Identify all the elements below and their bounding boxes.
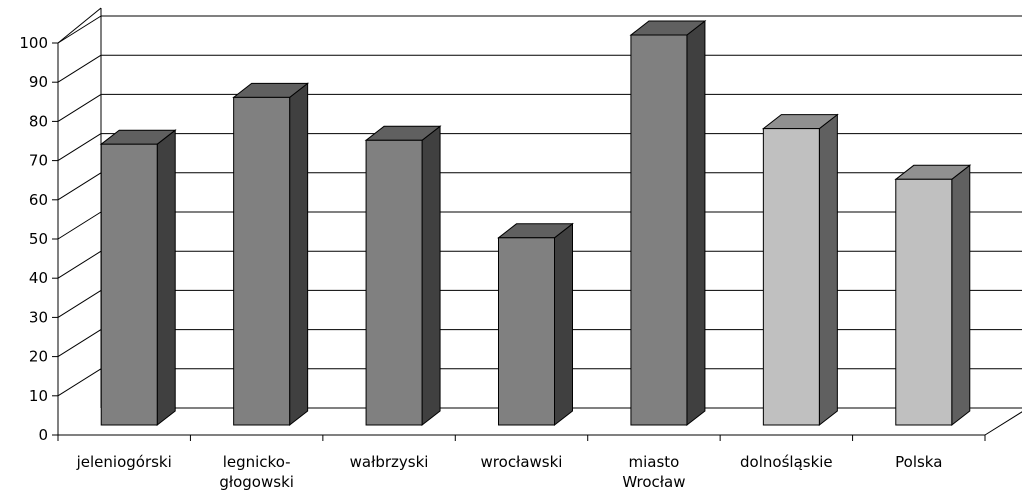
bar-side [818, 113, 838, 427]
category-label: Polska [895, 453, 942, 471]
gridline-diagonal [57, 93, 102, 122]
category-label: legnicko- [223, 453, 291, 471]
bar-front [895, 178, 953, 426]
y-tick-label: 0 [38, 426, 48, 444]
y-tick-label: 50 [29, 230, 48, 248]
bar-front [630, 34, 688, 426]
gridline-diagonal [57, 15, 102, 44]
gridline-diagonal [57, 368, 102, 397]
bar [761, 113, 839, 427]
y-tick-label: 60 [29, 191, 48, 209]
category-labels: jeleniogórski legnicko-głogowski wałbrzysk… [76, 453, 943, 491]
category-label: jeleniogórski [76, 453, 172, 471]
category-label: wrocławski [481, 453, 563, 471]
bar-front [100, 143, 158, 426]
floor-right-edge [984, 411, 1022, 436]
bar-side [951, 164, 971, 427]
y-tick-label: 80 [29, 112, 48, 130]
bar [99, 129, 177, 427]
bar-side [554, 222, 573, 427]
y-tick-label: 20 [29, 348, 48, 366]
y-tick-label: 70 [29, 152, 48, 170]
bars [99, 19, 972, 427]
category-label: Wrocław [622, 473, 685, 491]
bar [629, 19, 707, 427]
gridline-diagonal [57, 172, 102, 201]
bar-front [762, 128, 820, 426]
y-tick-label: 90 [29, 73, 48, 91]
bar [364, 125, 442, 427]
bar-front [365, 139, 423, 426]
bar [497, 222, 574, 427]
gridline-diagonal [57, 289, 102, 318]
category-label: dolnośląskie [740, 453, 833, 471]
gridline-diagonal [57, 133, 102, 162]
bar-side [686, 19, 706, 427]
gridline-diagonal [57, 250, 102, 279]
y-tick-label: 40 [29, 269, 48, 287]
bar-side [289, 82, 309, 427]
category-label: miasto [628, 453, 679, 471]
bar-front [233, 96, 291, 426]
category-label: głogowski [219, 473, 294, 491]
y-tick-label: 30 [29, 308, 48, 326]
bar [232, 82, 310, 427]
bar-side [156, 129, 176, 427]
bar-side [421, 125, 441, 427]
bar [894, 164, 972, 427]
category-label: wałbrzyski [350, 453, 429, 471]
gridline-diagonal [57, 54, 102, 83]
y-tick-label: 100 [19, 34, 48, 52]
wall-top-edge [57, 7, 102, 44]
bar-front [498, 237, 555, 426]
y-tick-labels: 0 10 20 30 40 50 60 70 80 90 100 [19, 34, 48, 444]
gridline-diagonal [57, 329, 102, 358]
y-tick-label: 10 [29, 387, 48, 405]
gridline-diagonal [57, 211, 102, 240]
